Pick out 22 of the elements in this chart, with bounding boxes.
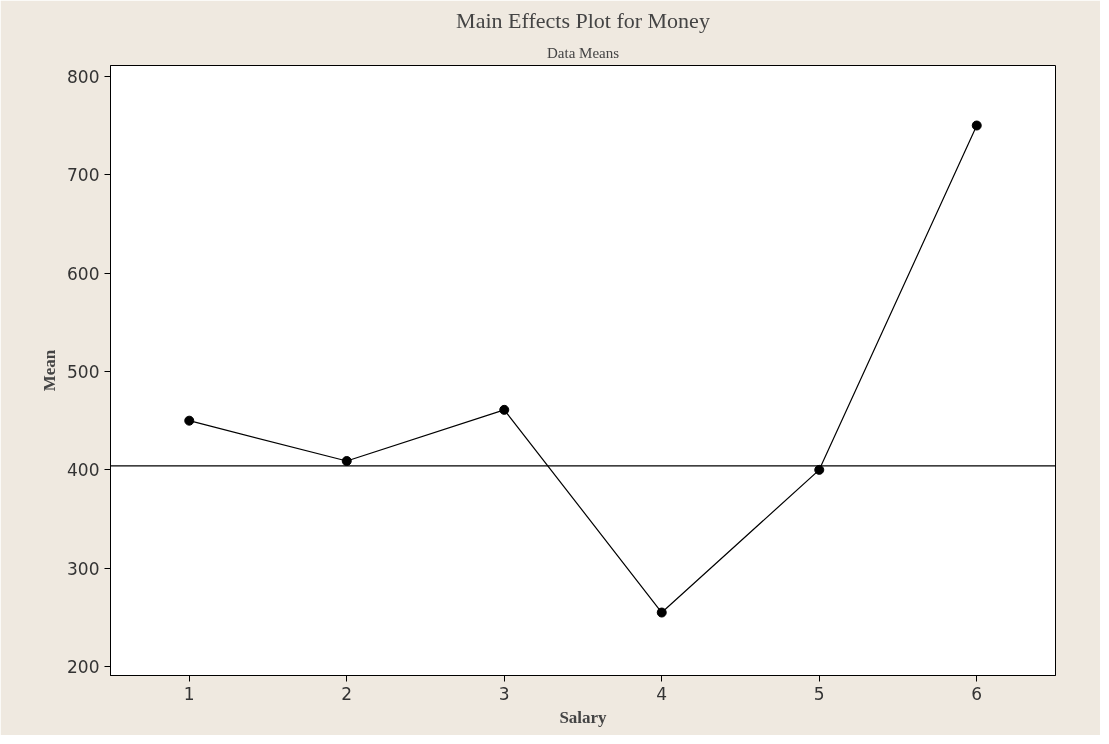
y-tick-label: 200 <box>67 657 100 678</box>
y-axis-title: Mean <box>40 349 60 392</box>
x-tick-label: 4 <box>656 683 668 704</box>
point <box>656 607 667 618</box>
y-tick-label: 400 <box>67 460 100 481</box>
point <box>184 415 195 426</box>
x-tick-label: 1 <box>183 683 195 704</box>
y-tick-label: 300 <box>67 558 100 579</box>
y-tick-label: 800 <box>67 66 100 87</box>
x-tick-label: 6 <box>971 683 983 704</box>
point <box>499 404 510 415</box>
y-tick-label: 500 <box>67 361 100 382</box>
x-tick-label: 5 <box>813 683 825 704</box>
point <box>971 120 982 131</box>
chart-title: Main Effects Plot for Money <box>456 7 710 33</box>
y-tick-label: 700 <box>67 165 100 186</box>
x-axis-title: Salary <box>559 707 608 727</box>
chart-subtitle: Data Means <box>546 44 620 61</box>
x-tick-label: 2 <box>341 683 353 704</box>
y-tick-label: 600 <box>67 263 100 284</box>
x-tick-label: 3 <box>498 683 510 704</box>
point <box>341 456 352 467</box>
